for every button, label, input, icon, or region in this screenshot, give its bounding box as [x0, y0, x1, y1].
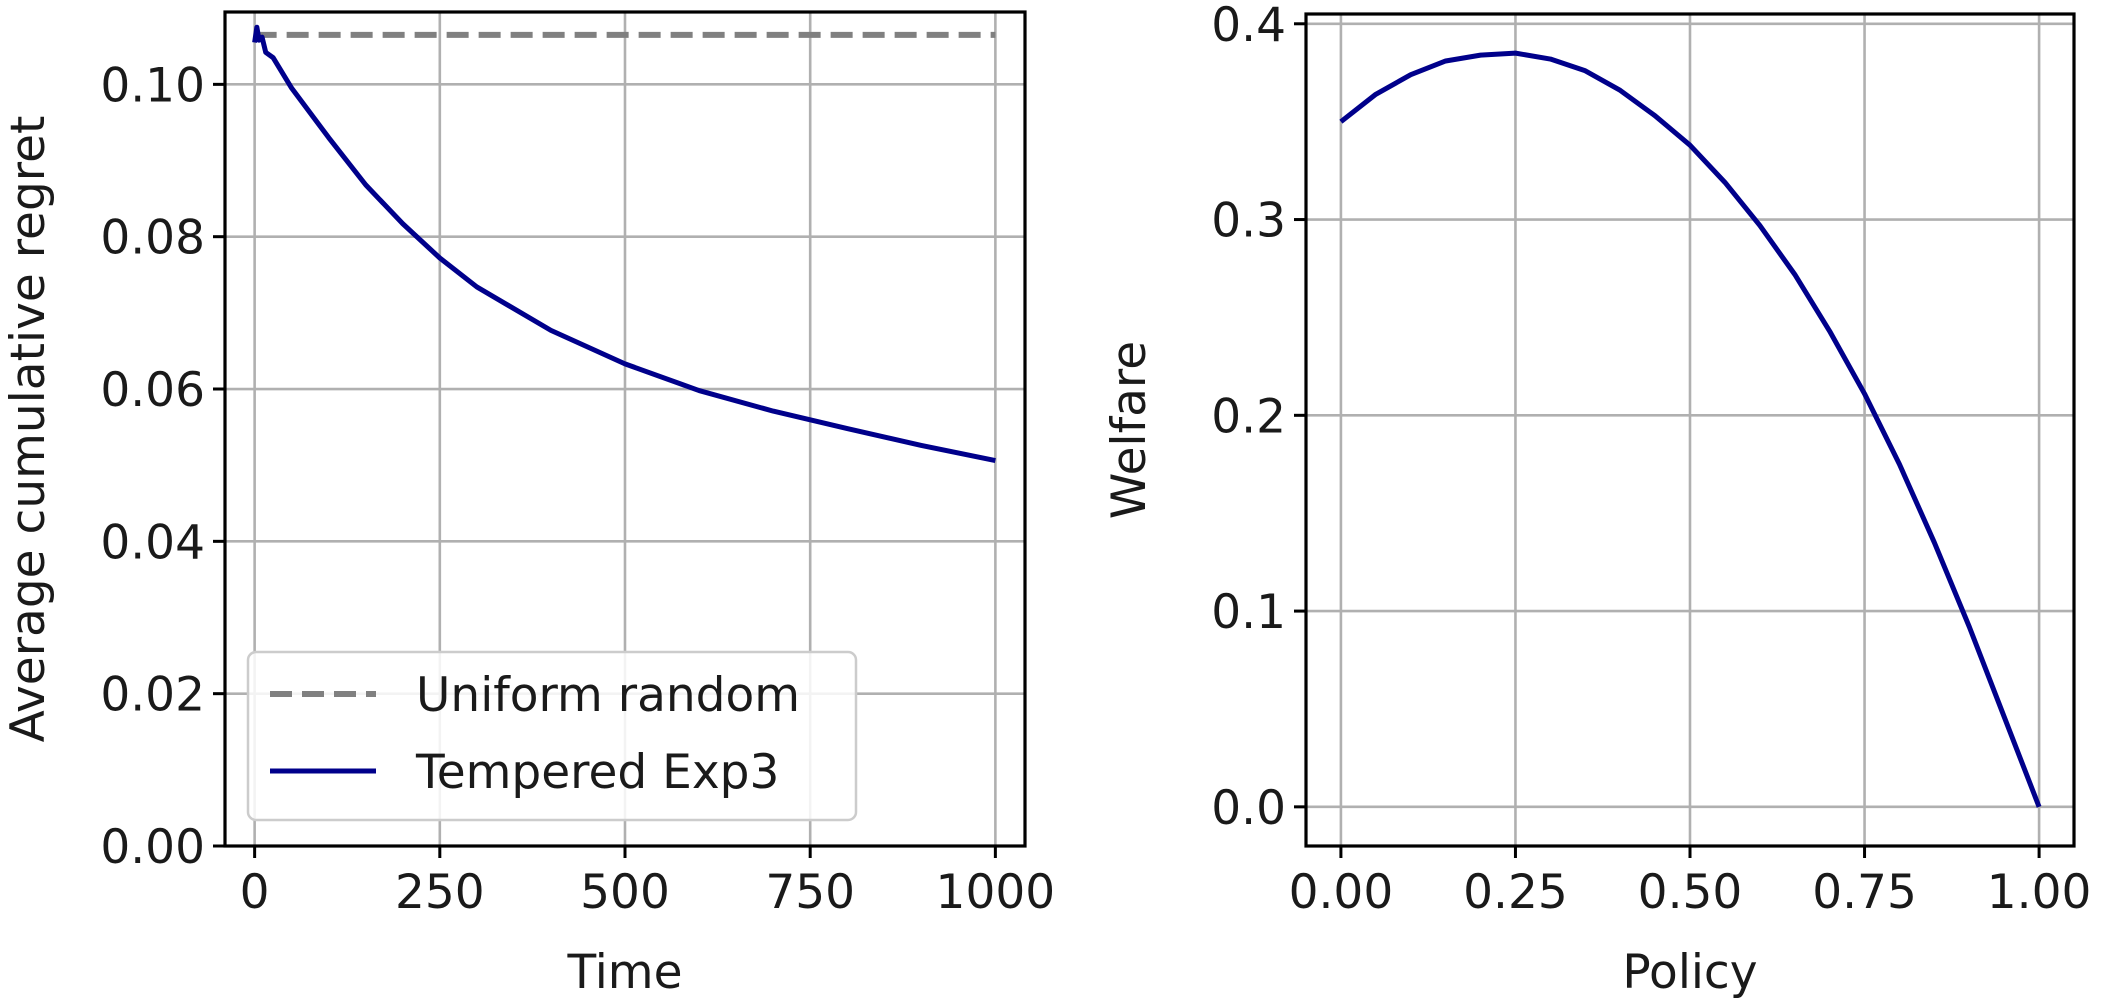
welfare-panel: 0.00 0.25 0.50 0.75 1.00 0.0 0.1 0.2 0.3 0.4 Polic…	[1102, 0, 2091, 1000]
x-tick-label: 0.25	[1463, 865, 1568, 920]
y-tick-label: 0.10	[100, 58, 205, 113]
tempered-exp3-line	[252, 24, 996, 464]
x-axis-label: Policy	[1622, 945, 1757, 1000]
y-tick-label: 0.08	[100, 211, 205, 266]
x-tick-label: 500	[580, 865, 670, 920]
y-tick-label: 0.02	[100, 668, 205, 723]
x-tick-label: 1.00	[1987, 865, 2092, 920]
y-tick-label: 0.00	[100, 820, 205, 875]
x-tick-label: 0.75	[1812, 865, 1917, 920]
y-tick-label: 0.1	[1211, 585, 1286, 640]
legend-label: Uniform random	[416, 668, 800, 723]
x-tick-label: 750	[765, 865, 855, 920]
x-tick-label: 0	[240, 865, 270, 920]
x-tick-label: 1000	[936, 865, 1056, 920]
x-tick-label: 250	[395, 865, 485, 920]
y-axis-label: Average cumulative regret	[1, 116, 56, 743]
legend: Uniform random Tempered Exp3	[246, 650, 858, 822]
welfare-line	[1339, 50, 2042, 808]
y-tick-label: 0.0	[1211, 781, 1286, 836]
y-tick-label: 0.4	[1211, 0, 1286, 53]
y-tick-label: 0.06	[100, 363, 205, 418]
legend-frame	[246, 650, 858, 822]
y-tick-label: 0.3	[1211, 194, 1286, 249]
y-tick-label: 0.2	[1211, 389, 1286, 444]
x-axis-label: Time	[566, 945, 682, 1000]
x-tick-label: 0.00	[1289, 865, 1394, 920]
y-axis-label: Welfare	[1102, 341, 1157, 519]
x-tick-label: 0.50	[1638, 865, 1743, 920]
regret-panel: 0 250 500 750 1000 0.00 0.02 0.04 0.06 0.08 0.10 Ti…	[1, 10, 1056, 1000]
y-tick-label: 0.04	[100, 515, 205, 570]
legend-label: Tempered Exp3	[415, 745, 779, 800]
